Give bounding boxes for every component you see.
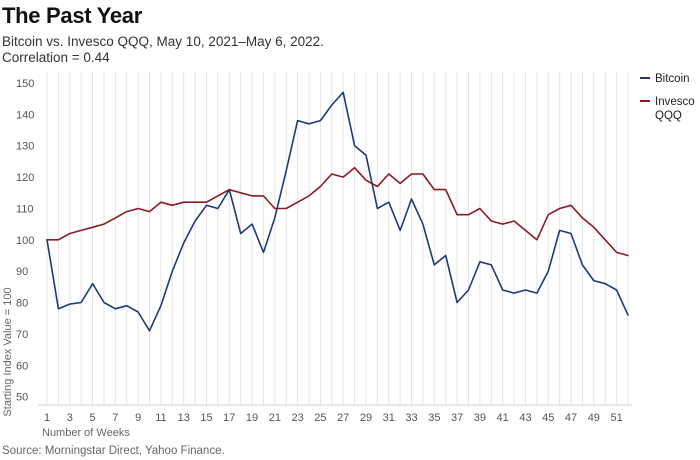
series-line-invesco-qqq <box>46 166 629 257</box>
series-line-bitcoin <box>46 91 629 332</box>
y-tick-label: 60 <box>16 360 28 372</box>
x-tick-label: 37 <box>451 412 463 424</box>
x-tick-label: 21 <box>269 412 281 424</box>
legend: Bitcoin Invesco QQQ <box>640 73 695 122</box>
source-note: Source: Morningstar Direct, Yahoo Financ… <box>2 445 225 457</box>
x-tick-label: 13 <box>178 412 190 424</box>
x-tick-label: 35 <box>428 412 440 424</box>
chart-subtitle: Bitcoin vs. Invesco QQQ, May 10, 2021–Ma… <box>2 34 324 49</box>
x-tick-label: 25 <box>314 412 326 424</box>
x-tick-label: 9 <box>135 412 141 424</box>
legend-label: Invesco QQQ <box>655 96 695 122</box>
y-tick-label: 150 <box>16 78 34 90</box>
x-tick-label: 45 <box>542 412 554 424</box>
x-tick-label: 23 <box>292 412 304 424</box>
y-tick-label: 140 <box>16 109 34 121</box>
x-tick-label: 7 <box>112 412 118 424</box>
x-tick-label: 11 <box>155 412 166 424</box>
y-axis-title: Starting Index Value = 100 <box>2 287 14 416</box>
y-tick-label: 70 <box>16 329 28 341</box>
x-tick-label: 5 <box>90 412 96 424</box>
chart-title: The Past Year <box>2 3 143 28</box>
x-tick-label: 27 <box>337 412 349 424</box>
x-tick-label: 29 <box>360 412 372 424</box>
series-lines <box>46 91 629 332</box>
y-tick-label: 100 <box>16 235 34 247</box>
x-tick-label: 47 <box>565 412 577 424</box>
x-tick-label: 39 <box>474 412 486 424</box>
x-tick-label: 31 <box>383 412 395 424</box>
x-tick-label: 3 <box>67 412 73 424</box>
x-tick-label: 15 <box>200 412 212 424</box>
y-tick-label: 50 <box>16 392 28 404</box>
x-tick-label: 49 <box>588 412 600 424</box>
legend-label: Bitcoin <box>655 73 690 85</box>
y-tick-label: 90 <box>16 266 28 278</box>
x-tick-label: 1 <box>44 412 50 424</box>
y-tick-label: 110 <box>16 203 34 215</box>
x-tick-label: 43 <box>519 412 531 424</box>
grid <box>38 72 632 406</box>
y-tick-label: 130 <box>16 141 34 153</box>
x-tick-label: 41 <box>497 412 509 424</box>
x-tick-label: 51 <box>610 412 622 424</box>
y-tick-label: 80 <box>16 298 28 310</box>
x-tick-label: 19 <box>246 412 258 424</box>
y-tick-label: 120 <box>16 172 34 184</box>
x-axis-title: Number of Weeks <box>42 427 130 439</box>
correlation-annotation: Correlation = 0.44 <box>2 50 110 65</box>
x-tick-label: 33 <box>405 412 417 424</box>
x-tick-label: 17 <box>223 412 235 424</box>
